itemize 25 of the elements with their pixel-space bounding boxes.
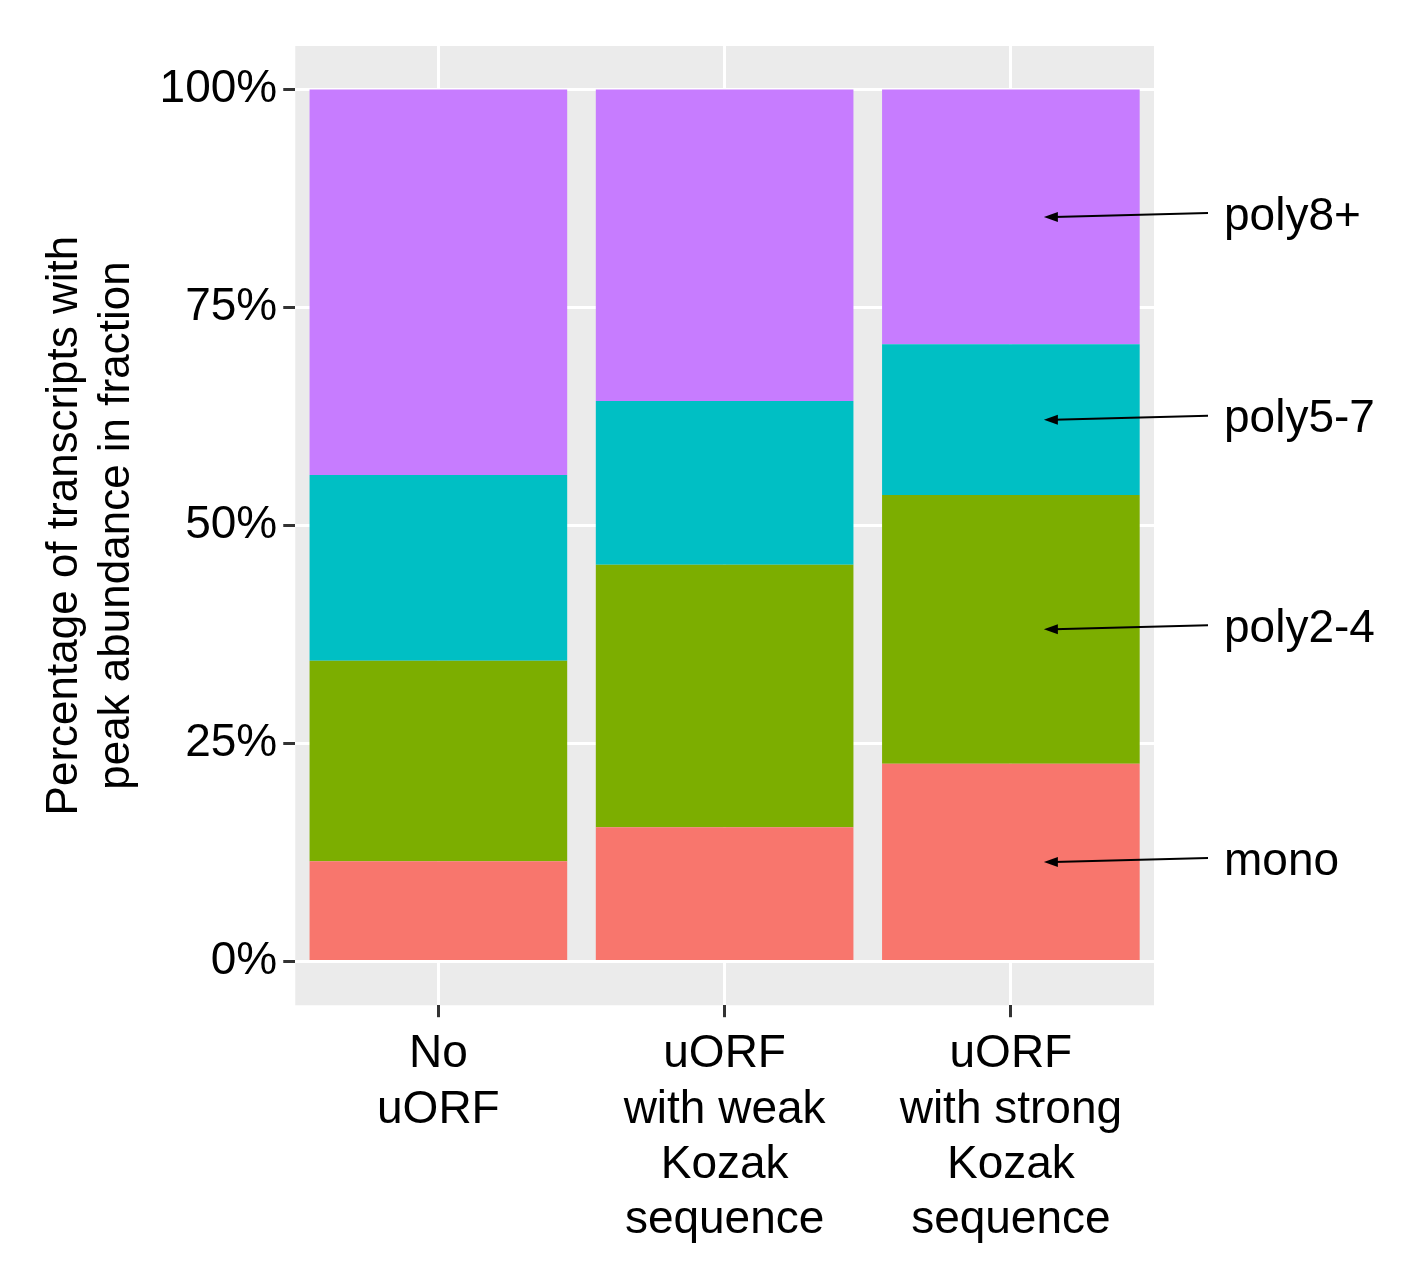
x-tick-label: uORF with weak Kozak sequence bbox=[622, 1025, 827, 1244]
bar bbox=[882, 89, 1140, 345]
y-tick-label: 0% bbox=[210, 932, 278, 985]
bar bbox=[882, 495, 1140, 764]
y-tick-label: 25% bbox=[185, 714, 278, 767]
y-tick-label: 50% bbox=[185, 496, 278, 549]
x-tick-label: No uORF bbox=[377, 1025, 500, 1133]
bar bbox=[309, 660, 568, 862]
y-tick-label: 100% bbox=[159, 60, 278, 113]
series-label: poly5-7 bbox=[1224, 390, 1375, 443]
y-axis-title: Percentage of transcripts with peak abundance in fraction bbox=[36, 235, 139, 816]
bar bbox=[882, 344, 1140, 496]
y-tick-label: 75% bbox=[185, 278, 278, 331]
bar bbox=[595, 827, 854, 961]
bar bbox=[595, 400, 854, 565]
bar bbox=[309, 475, 568, 661]
bar bbox=[309, 861, 568, 961]
series-label: poly2-4 bbox=[1224, 600, 1375, 653]
bar bbox=[595, 564, 854, 828]
bar bbox=[309, 89, 568, 476]
series-label: mono bbox=[1224, 832, 1340, 885]
bar bbox=[882, 763, 1140, 961]
bar bbox=[595, 89, 854, 401]
series-label: poly8+ bbox=[1224, 187, 1361, 240]
x-tick-label: uORF with strong Kozak sequence bbox=[898, 1025, 1123, 1244]
